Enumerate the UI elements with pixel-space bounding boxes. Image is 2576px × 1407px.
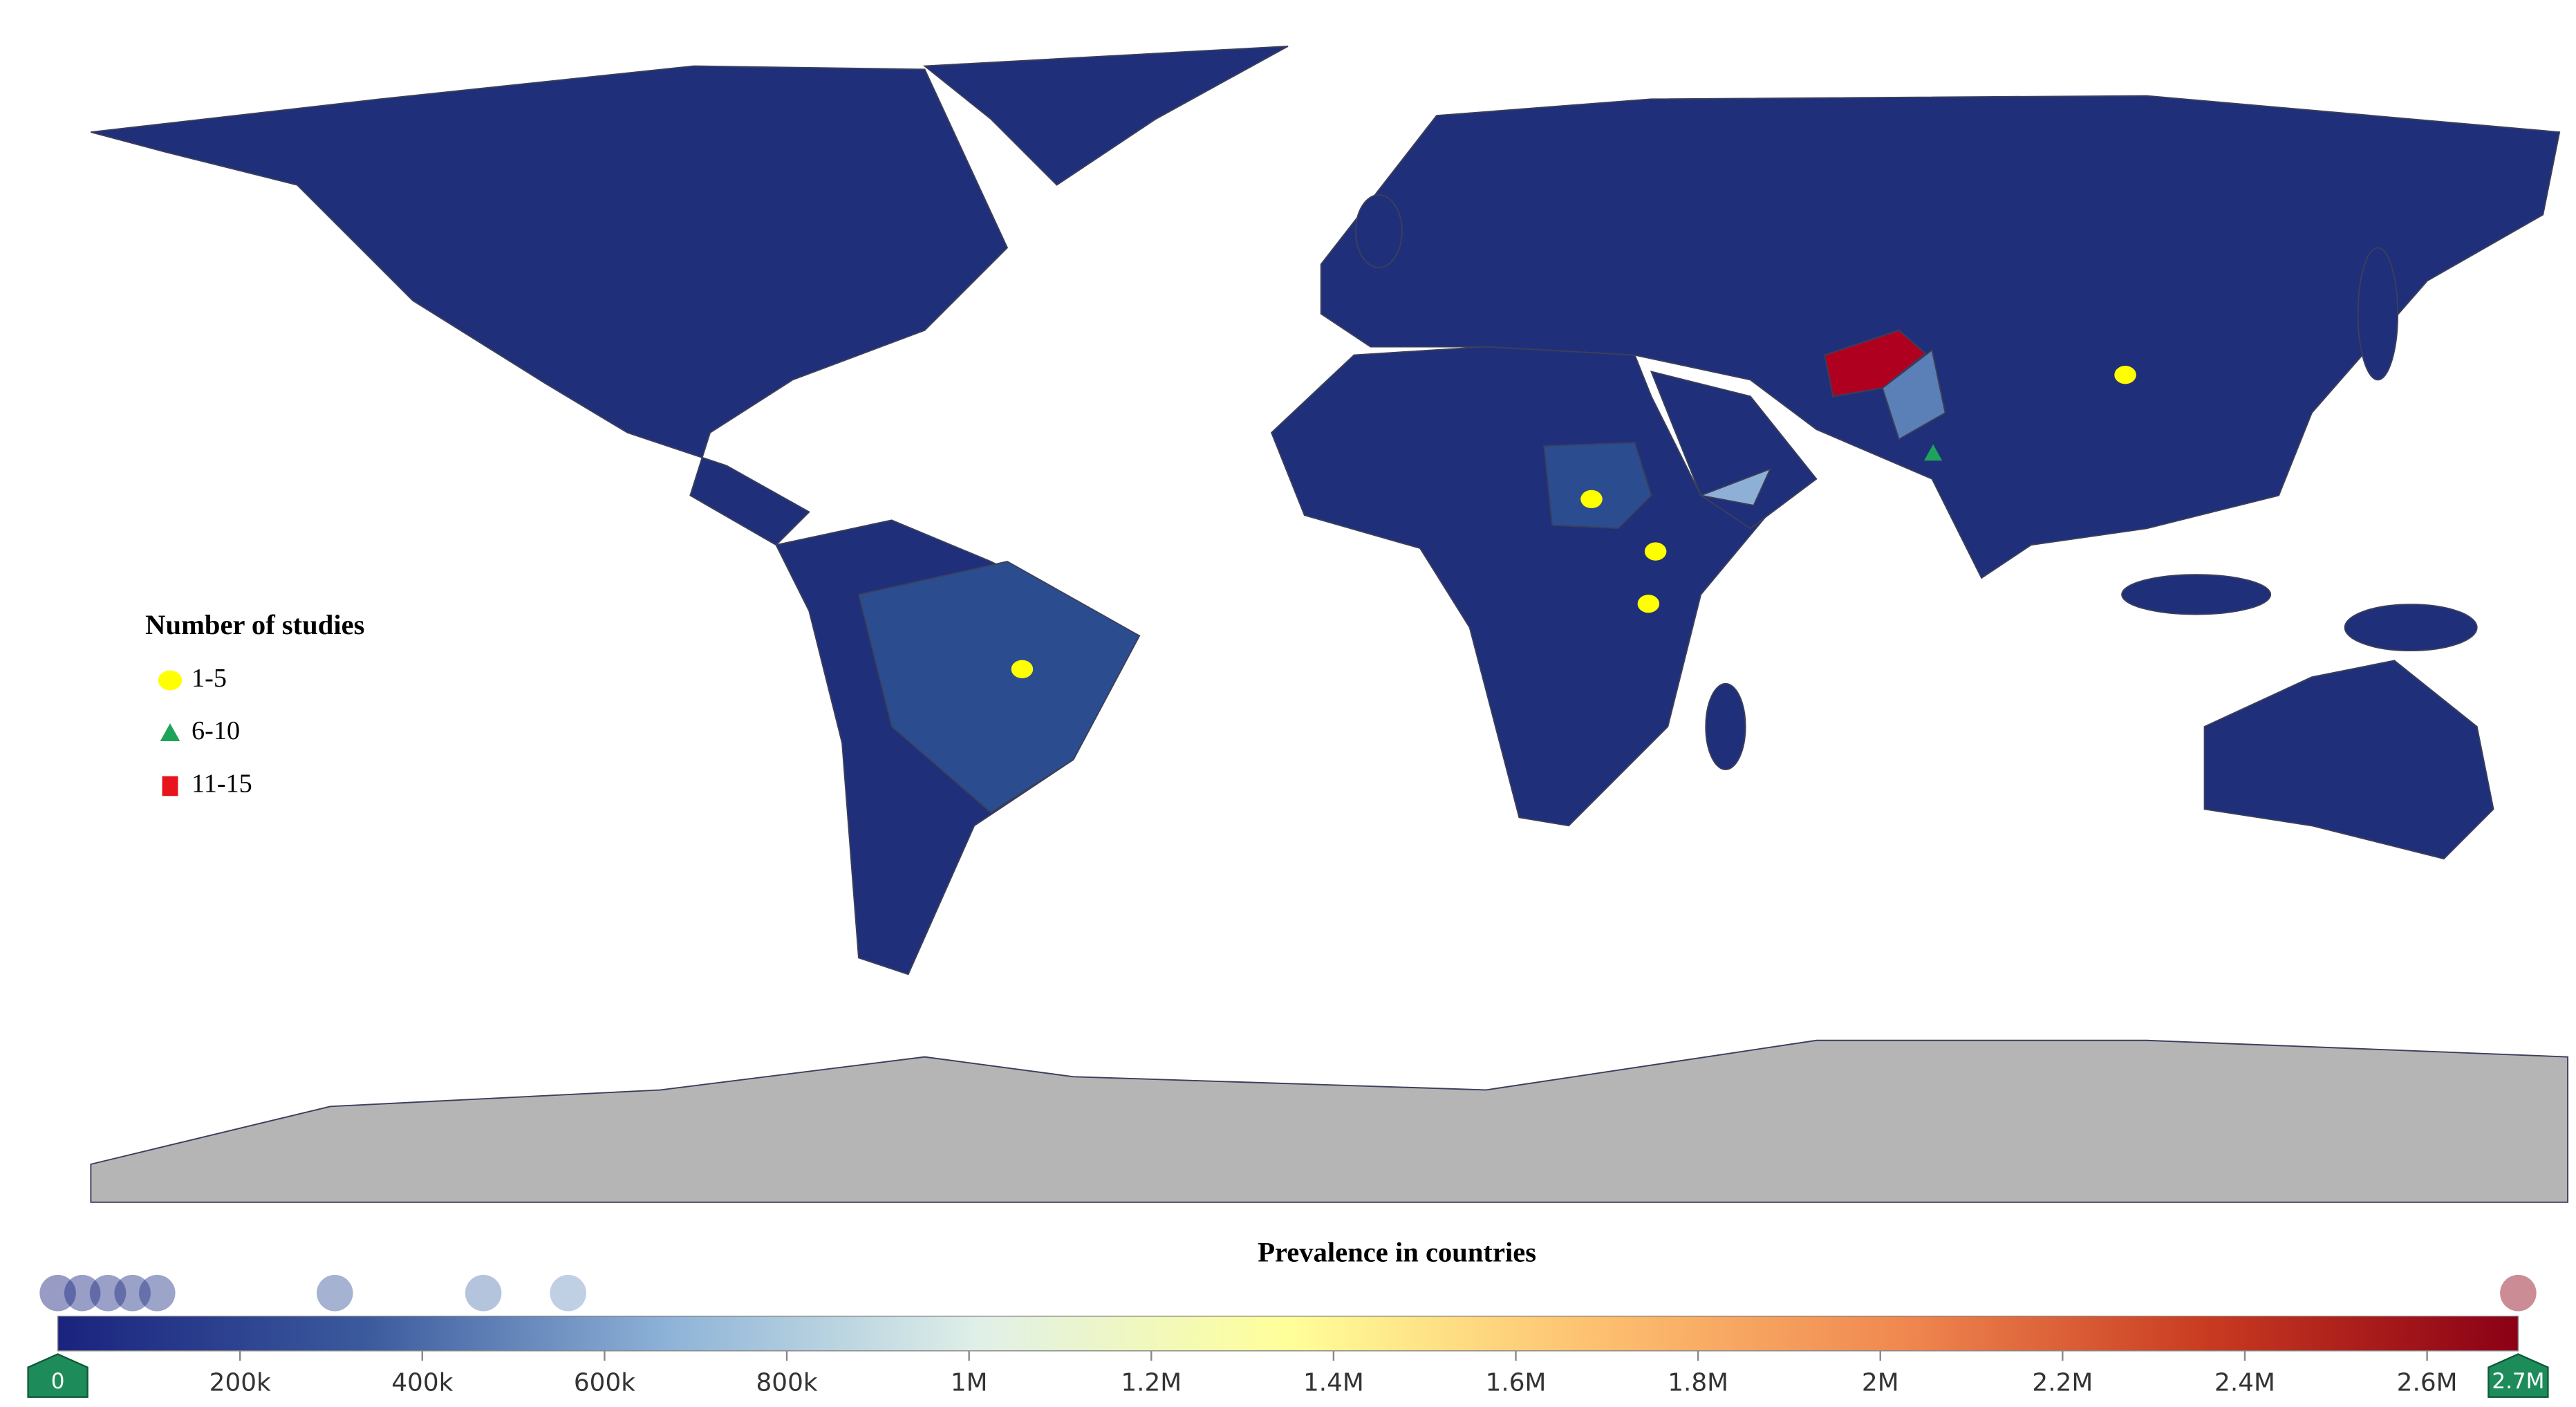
brazil xyxy=(857,561,1141,814)
tick-label: 400k xyxy=(391,1369,453,1397)
range-handle[interactable] xyxy=(27,1353,88,1398)
tick-label: 1M xyxy=(951,1369,988,1397)
symbol-circle xyxy=(1580,490,1603,509)
world-map xyxy=(90,45,2569,1203)
tick-label: 2M xyxy=(1862,1369,1899,1397)
japan xyxy=(2357,247,2399,381)
colorbar: Prevalence in countries 200k 400k 600k 800k… xyxy=(27,1237,2549,1398)
symbol-square xyxy=(162,776,178,796)
tick-label: 2.6M xyxy=(2397,1369,2458,1397)
range-handle[interactable] xyxy=(2488,1353,2549,1398)
colorbar-content: 200k 400k 600k 800k 1M 1.2M 1.4M 1.6M 1.8M 2M 2.2M… xyxy=(27,1274,2549,1398)
prevalence-point xyxy=(39,1274,76,1312)
tick-label: 1.2M xyxy=(1121,1369,1182,1397)
greenland xyxy=(922,45,1289,186)
tick-label: 600k xyxy=(574,1369,635,1397)
indonesia xyxy=(2121,574,2272,615)
madagascar xyxy=(1705,682,1746,770)
prevalence-point xyxy=(550,1274,586,1312)
yemen xyxy=(1698,467,1772,506)
study-markers xyxy=(1011,366,2136,678)
handle-label: 2.7M xyxy=(2492,1369,2544,1394)
legend-label: 1-5 xyxy=(192,664,227,693)
britain xyxy=(1354,194,1403,268)
symbol-circle xyxy=(1637,595,1660,613)
prevalence-point xyxy=(138,1274,176,1312)
tick-label: 800k xyxy=(756,1369,818,1397)
symbol-circle xyxy=(1644,542,1667,561)
handle-label: 0 xyxy=(51,1369,65,1394)
colorbar-gradient xyxy=(57,1315,2519,1352)
prevalence-point xyxy=(89,1274,127,1312)
symbol-circle xyxy=(1011,660,1034,678)
pakistan xyxy=(1881,348,1946,440)
symbol-triangle xyxy=(160,723,180,741)
legend-items: 1-5 6-10 11-15 xyxy=(158,664,252,799)
colorbar-title: Prevalence in countries xyxy=(1258,1237,1536,1268)
tick-label: 2.2M xyxy=(2032,1369,2093,1397)
prevalence-point xyxy=(2500,1274,2537,1312)
tick-label: 1.8M xyxy=(1668,1369,1728,1397)
legend-title: Number of studies xyxy=(145,609,364,640)
legend: Number of studies 1-5 6-10 11-15 xyxy=(145,609,364,799)
north-america xyxy=(91,65,1009,546)
symbol-circle xyxy=(158,670,183,691)
legend-label: 11-15 xyxy=(192,770,252,799)
legend-label: 6-10 xyxy=(192,716,240,745)
arabia xyxy=(1650,371,1818,530)
afghanistan xyxy=(1824,329,1927,398)
antarctica xyxy=(90,1039,2569,1203)
prevalence-point xyxy=(64,1274,101,1312)
africa xyxy=(1270,346,1785,827)
prevalence-point xyxy=(465,1274,502,1312)
tick-label: 1.4M xyxy=(1303,1369,1364,1397)
symbol-triangle xyxy=(1923,444,1943,461)
prevalence-point xyxy=(317,1274,353,1312)
sudan xyxy=(1543,442,1652,530)
new-guinea xyxy=(2344,604,2478,652)
tick-label: 2.4M xyxy=(2214,1369,2275,1397)
tick-label: 1.6M xyxy=(1486,1369,1547,1397)
tick-label: 200k xyxy=(209,1369,271,1397)
australia xyxy=(2203,660,2494,860)
symbol-circle xyxy=(2114,366,2136,384)
prevalence-point xyxy=(114,1274,151,1312)
